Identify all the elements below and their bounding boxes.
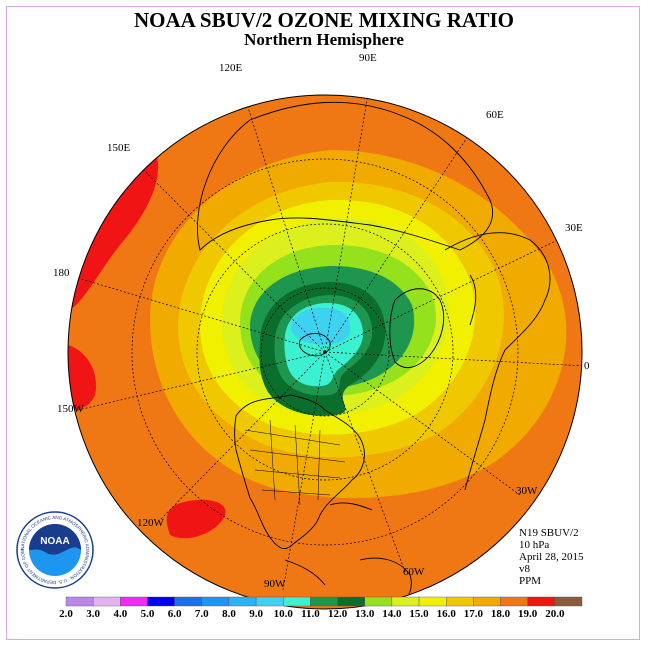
colorbar-swatch (228, 596, 257, 607)
colorbar-swatch (391, 596, 420, 607)
colorbar-swatch (337, 596, 365, 607)
colorbar-label: 5.0 (140, 608, 155, 620)
lon-label-90e: 90E (359, 52, 377, 64)
colorbar-swatch (65, 596, 94, 607)
colorbar-label: 2.0 (59, 608, 73, 620)
colorbar-swatch (364, 596, 393, 607)
colorbar-label: 13.0 (355, 608, 375, 620)
colorbar-label: 8.0 (222, 608, 236, 620)
north-america-coast (234, 394, 365, 550)
asia-coast (197, 101, 494, 251)
lon-label-150w: 150W (57, 403, 84, 415)
colorbar-label: 15.0 (409, 608, 429, 620)
colorbar-label: 7.0 (194, 608, 209, 620)
graticule (68, 95, 582, 591)
colorbar-label: 20.0 (545, 608, 565, 620)
colorbar-swatch (527, 596, 556, 607)
central-america-coast (284, 502, 373, 586)
colorbar (65, 596, 583, 607)
info-units: PPM (519, 575, 542, 587)
page-title: NOAA SBUV/2 OZONE MIXING RATIO (134, 8, 514, 32)
info-panel: N19 SBUV/2 10 hPa April 28, 2015 v8 PPM (519, 527, 583, 587)
lon-label-120w: 120W (137, 517, 164, 529)
colorbar-swatch (255, 596, 284, 607)
colorbar-label: 11.0 (301, 608, 320, 620)
lon-label-120e: 120E (219, 62, 243, 74)
colorbar-label: 3.0 (86, 608, 101, 620)
colorbar-label: 12.0 (327, 608, 348, 620)
image-frame (6, 6, 640, 640)
colorbar-swatch (418, 596, 447, 607)
colorbar-swatch (310, 596, 338, 607)
colorbar-swatch (554, 596, 583, 607)
ozone-contours (68, 95, 582, 609)
colorbar-label: 17.0 (463, 608, 483, 620)
colorbar-label: 4.0 (113, 608, 128, 620)
lon-label-30e: 30E (565, 222, 583, 234)
colorbar-swatch (174, 596, 202, 607)
colorbar-swatch (473, 596, 501, 607)
colorbar-label: 10.0 (273, 608, 293, 620)
europe-coast (444, 232, 551, 491)
contour-19-pacific (68, 345, 96, 409)
colorbar-label: 9.0 (249, 608, 263, 620)
colorbar-swatch (446, 596, 474, 607)
lon-label-150e: 150E (107, 142, 131, 154)
us-state-lines (244, 419, 346, 506)
info-level: 10 hPa (519, 539, 550, 551)
map-boundary (67, 94, 583, 610)
colorbar-label: 18.0 (490, 608, 511, 620)
colorbar-label: 6.0 (167, 608, 182, 620)
lon-label-60w: 60W (403, 566, 425, 578)
lon-label-60e: 60E (486, 109, 504, 121)
greenland-coast (389, 288, 444, 369)
colorbar-swatch (500, 596, 528, 607)
colorbar-swatch (283, 596, 311, 607)
info-satellite: N19 SBUV/2 (519, 527, 579, 539)
lon-label-30w: 30W (516, 485, 538, 497)
contour-19-pacific-south (166, 499, 226, 539)
colorbar-label: 14.0 (382, 608, 402, 620)
lon-label-90w: 90W (264, 578, 286, 590)
colorbar-swatch (120, 596, 148, 607)
page-subtitle: Northern Hemisphere (244, 30, 404, 49)
colorbar-label: 19.0 (518, 608, 538, 620)
colorbar-swatch (147, 596, 175, 607)
colorbar-swatch (201, 596, 230, 607)
colorbar-label: 16.0 (436, 608, 456, 620)
colorbar-swatch (92, 596, 121, 607)
lon-label-0: 0 (584, 360, 590, 372)
contour-19-asia (385, 95, 440, 105)
noaa-logo-text: NOAA (40, 536, 69, 547)
contour-19-west-pacific (68, 150, 159, 310)
info-version: v8 (519, 563, 530, 575)
arctic-islands (299, 333, 331, 357)
info-date: April 28, 2015 (519, 551, 584, 563)
coastlines (197, 101, 551, 609)
lon-label-180: 180 (53, 267, 70, 279)
